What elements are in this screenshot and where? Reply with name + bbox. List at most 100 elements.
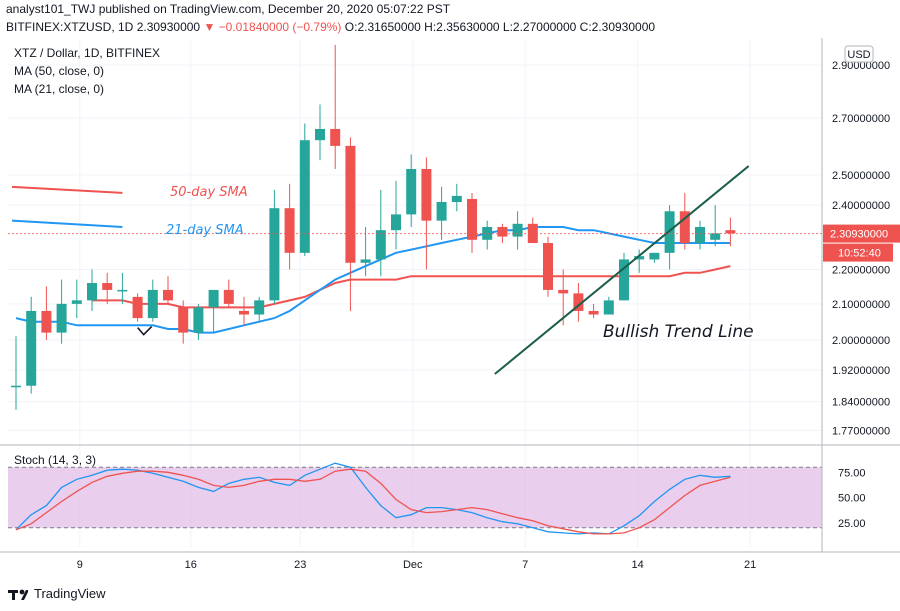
- time-tick-label: 14: [632, 559, 644, 571]
- candle-5: [87, 269, 97, 311]
- old-ma-segments: [11, 185, 123, 228]
- candle-38: [588, 303, 599, 319]
- candle-44: [679, 192, 690, 250]
- candle-body: [269, 208, 280, 301]
- stoch-k-line: [15, 462, 731, 535]
- candle-46: [710, 205, 721, 247]
- tradingview-logo-icon: [8, 589, 28, 600]
- candle-43: [664, 205, 675, 270]
- candle-17: [269, 189, 280, 304]
- currency-badge: [844, 45, 874, 63]
- stoch-tick-label: 75.00: [838, 467, 866, 479]
- candle-body: [375, 230, 386, 260]
- stoch-d-line: [15, 468, 731, 535]
- candle-body: [147, 289, 158, 319]
- ohlc-line: BITFINEX:XTZUSD, 1D 2.30930000 ▼ −0.0184…: [6, 20, 655, 34]
- candle-body: [497, 226, 508, 237]
- price-tick-label: 1.92000000: [832, 365, 890, 377]
- candle-10: [163, 276, 173, 304]
- stoch-axis-ticks: 75.00 50.00 25.00: [838, 467, 866, 530]
- stoch-band: [8, 467, 822, 528]
- candle-15: [239, 296, 249, 326]
- candle-body: [391, 214, 401, 231]
- stoch-label: Stoch (14, 3, 3): [14, 453, 96, 467]
- candle-body: [56, 303, 67, 333]
- candle-4: [71, 279, 82, 319]
- stoch-tick-label: 50.00: [838, 493, 866, 505]
- time-tick-label: 16: [185, 559, 197, 571]
- currency-label: USD: [847, 49, 870, 61]
- chart-legend-title: XTZ / Dollar, 1D, BITFINEX: [14, 46, 161, 60]
- candle-body: [87, 283, 97, 301]
- candle-35: [543, 236, 553, 297]
- candle-25: [391, 180, 401, 250]
- ohlc-values-label: O:2.31650000 H:2.35630000 L:2.27000000 C…: [344, 20, 656, 34]
- candle-body: [345, 145, 356, 263]
- candle-1: [26, 296, 37, 394]
- candle-12: [193, 303, 204, 340]
- candle-39: [603, 296, 614, 315]
- candle-16: [254, 296, 265, 322]
- candle-body: [558, 289, 569, 294]
- candle-30: [467, 192, 477, 253]
- candle-42: [649, 252, 660, 263]
- candle-9: [147, 279, 158, 322]
- annotation-trend-line: Bullish Trend Line: [603, 322, 754, 342]
- annotation-21-day-sma: 21-day SMA: [166, 223, 244, 238]
- candle-body: [512, 223, 523, 237]
- candle-body: [299, 140, 310, 253]
- candle-29: [451, 183, 462, 212]
- candle-body: [619, 259, 629, 301]
- price-tick-label: 2.00000000: [832, 335, 890, 347]
- candle-21: [330, 44, 341, 169]
- candle-body: [26, 310, 37, 386]
- candle-body: [573, 293, 584, 311]
- candle-41: [634, 249, 645, 273]
- candle-body: [208, 289, 219, 308]
- candle-body: [223, 289, 234, 304]
- footer: TradingView: [8, 586, 106, 601]
- stoch-tick-label: 25.00: [838, 518, 866, 530]
- countdown-badge: [823, 243, 893, 262]
- candle-18: [284, 183, 295, 270]
- bullish-trend-line: [494, 165, 750, 375]
- candle-body: [634, 256, 645, 260]
- old-ma21-segment: [11, 219, 123, 228]
- price-tick-label: 2.50000000: [832, 170, 890, 182]
- candle-body: [132, 296, 143, 319]
- price-tick-label: 2.70000000: [832, 113, 890, 125]
- candle-body: [436, 202, 447, 221]
- last-price-label: 2.30930000: [136, 20, 201, 34]
- candle-6: [102, 272, 113, 304]
- candle-body: [178, 307, 189, 333]
- time-axis-ticks: 9 16 23 Dec 7 14 21: [77, 559, 757, 571]
- candle-3: [56, 279, 67, 344]
- candle-45: [695, 220, 705, 250]
- candle-body: [482, 226, 493, 240]
- price-tick-label: 1.84000000: [832, 397, 890, 409]
- candle-body: [330, 128, 341, 146]
- candle-body: [11, 385, 21, 388]
- candle-body: [451, 195, 462, 203]
- candle-body: [710, 233, 721, 240]
- candle-body: [284, 208, 295, 253]
- legend-ma21: MA (21, close, 0): [14, 82, 105, 96]
- old-ma50-segment: [11, 185, 123, 194]
- candle-37: [573, 283, 584, 322]
- candle-19: [299, 123, 310, 257]
- candle-7: [117, 272, 128, 304]
- candle-36: [558, 269, 569, 326]
- candle-body: [315, 128, 325, 141]
- candle-13: [208, 289, 219, 333]
- candle-body: [239, 310, 249, 315]
- candle-body: [102, 283, 113, 290]
- candle-body: [649, 252, 660, 260]
- time-tick-label: 7: [522, 559, 528, 571]
- candle-body: [588, 310, 599, 315]
- time-tick-label: 21: [744, 559, 756, 571]
- countdown-label: 10:52:40: [838, 248, 881, 260]
- candle-body: [193, 307, 204, 333]
- candle-body: [543, 243, 553, 290]
- candle-26: [406, 154, 417, 227]
